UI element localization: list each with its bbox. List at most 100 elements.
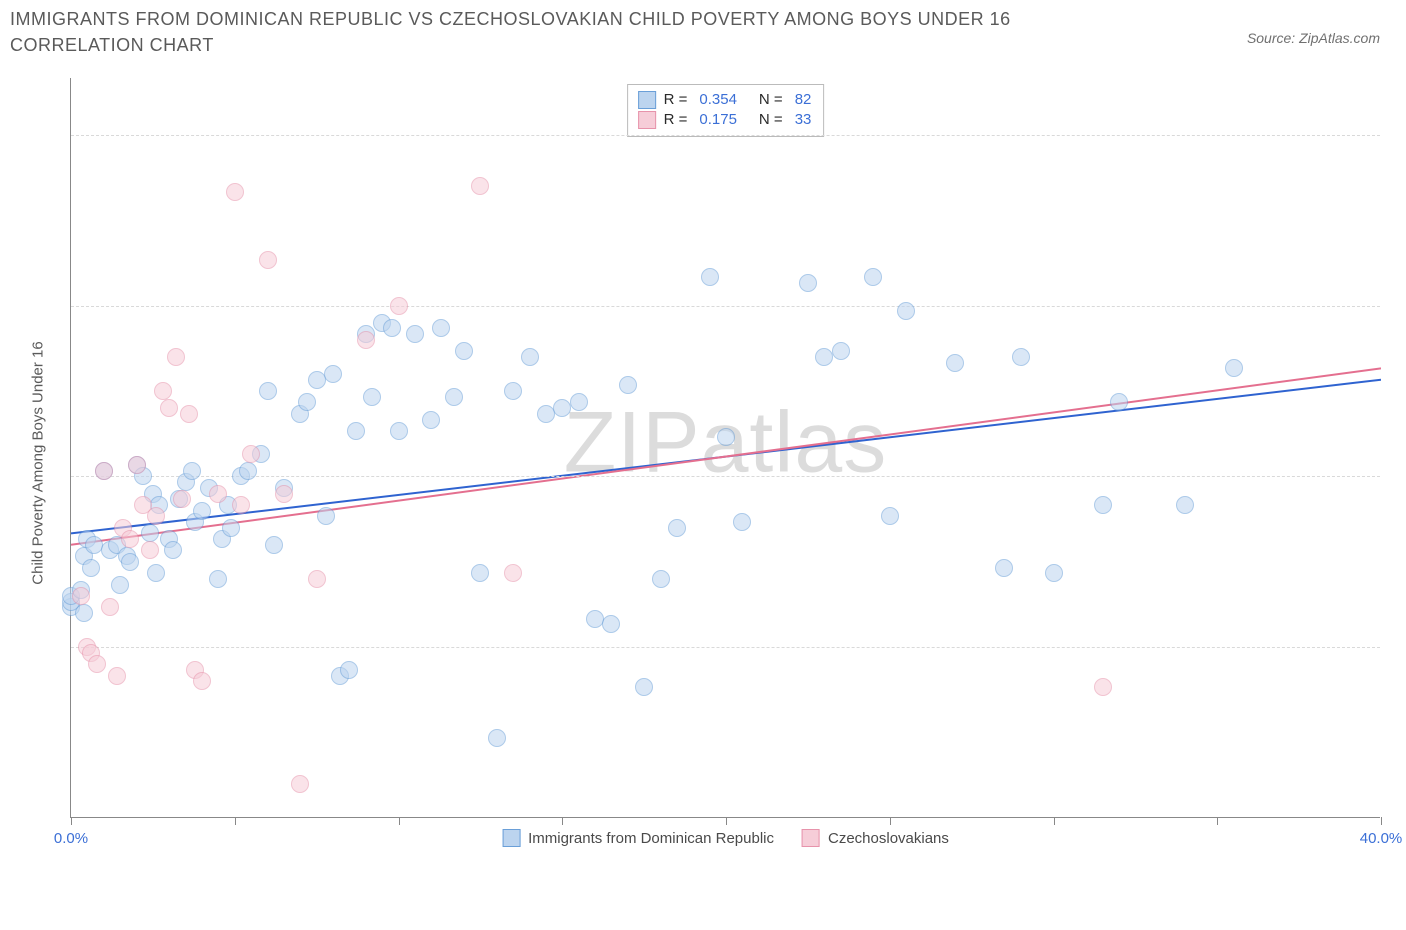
data-point-dominican	[946, 354, 964, 372]
data-point-dominican	[363, 388, 381, 406]
data-point-dominican	[183, 462, 201, 480]
source-attribution: Source: ZipAtlas.com	[1247, 30, 1380, 46]
data-point-czech	[226, 183, 244, 201]
data-point-dominican	[422, 411, 440, 429]
data-point-dominican	[701, 268, 719, 286]
data-point-czech	[147, 507, 165, 525]
x-tick	[890, 817, 891, 825]
data-point-dominican	[222, 519, 240, 537]
x-tick	[1054, 817, 1055, 825]
data-point-dominican	[141, 524, 159, 542]
data-point-dominican	[602, 615, 620, 633]
data-point-dominican	[471, 564, 489, 582]
data-point-czech	[88, 655, 106, 673]
y-axis-title: Child Poverty Among Boys Under 16	[30, 341, 47, 584]
data-point-czech	[121, 530, 139, 548]
data-point-dominican	[308, 371, 326, 389]
legend-label: Czechoslovakians	[828, 830, 949, 847]
data-point-dominican	[553, 399, 571, 417]
chart-header: IMMIGRANTS FROM DOMINICAN REPUBLIC VS CZ…	[10, 6, 1396, 66]
legend-swatch	[502, 829, 520, 847]
data-point-dominican	[1225, 359, 1243, 377]
data-point-dominican	[717, 428, 735, 446]
data-point-dominican	[815, 348, 833, 366]
data-point-czech	[160, 399, 178, 417]
x-tick	[399, 817, 400, 825]
data-point-czech	[357, 331, 375, 349]
data-point-dominican	[147, 564, 165, 582]
legend-swatch	[638, 91, 656, 109]
data-point-czech	[180, 405, 198, 423]
plot-region: ZIPatlas R =0.354N =82R =0.175N =33 Immi…	[70, 78, 1380, 818]
legend-swatch	[638, 111, 656, 129]
data-point-dominican	[85, 536, 103, 554]
data-point-czech	[275, 485, 293, 503]
legend-stat-row-czech: R = 0.175 N = 33	[638, 110, 812, 130]
data-point-dominican	[82, 559, 100, 577]
data-point-czech	[504, 564, 522, 582]
data-point-dominican	[881, 507, 899, 525]
data-point-dominican	[1176, 496, 1194, 514]
x-tick	[1217, 817, 1218, 825]
legend-item-czech: Czechoslovakians	[802, 829, 949, 847]
data-point-czech	[72, 587, 90, 605]
data-point-dominican	[340, 661, 358, 679]
x-tick	[71, 817, 72, 825]
data-point-dominican	[1110, 393, 1128, 411]
gridline	[71, 306, 1380, 307]
legend-r-value: 0.175	[699, 110, 737, 130]
y-tick-label: 15.0%	[1390, 639, 1406, 656]
data-point-dominican	[995, 559, 1013, 577]
legend-r-value: 0.354	[699, 90, 737, 110]
source-label: Source:	[1247, 30, 1295, 46]
data-point-dominican	[668, 519, 686, 537]
legend-series: Immigrants from Dominican RepublicCzecho…	[502, 829, 949, 847]
data-point-dominican	[75, 604, 93, 622]
x-tick	[726, 817, 727, 825]
data-point-czech	[308, 570, 326, 588]
x-tick-label: 0.0%	[54, 830, 88, 847]
data-point-dominican	[347, 422, 365, 440]
legend-n-label: N =	[759, 90, 783, 110]
data-point-dominican	[488, 729, 506, 747]
data-point-dominican	[317, 507, 335, 525]
legend-r-label: R =	[664, 110, 688, 130]
data-point-czech	[291, 775, 309, 793]
data-point-czech	[209, 485, 227, 503]
data-point-dominican	[432, 319, 450, 337]
data-point-dominican	[504, 382, 522, 400]
gridline	[71, 135, 1380, 136]
legend-swatch	[802, 829, 820, 847]
y-tick-label: 45.0%	[1390, 297, 1406, 314]
legend-stat-row-dominican: R =0.354N =82	[638, 90, 812, 110]
data-point-czech	[259, 251, 277, 269]
data-point-dominican	[111, 576, 129, 594]
data-point-czech	[128, 456, 146, 474]
data-point-dominican	[832, 342, 850, 360]
data-point-dominican	[406, 325, 424, 343]
data-point-dominican	[455, 342, 473, 360]
data-point-dominican	[1094, 496, 1112, 514]
legend-r-label: R =	[664, 90, 688, 110]
data-point-dominican	[1012, 348, 1030, 366]
data-point-dominican	[586, 610, 604, 628]
data-point-dominican	[259, 382, 277, 400]
y-tick-label: 30.0%	[1390, 468, 1406, 485]
data-point-czech	[101, 598, 119, 616]
data-point-dominican	[324, 365, 342, 383]
legend-n-value: 33	[795, 110, 812, 130]
data-point-dominican	[298, 393, 316, 411]
data-point-czech	[108, 667, 126, 685]
data-point-czech	[173, 490, 191, 508]
data-point-czech	[193, 672, 211, 690]
data-point-czech	[232, 496, 250, 514]
x-tick-label: 40.0%	[1360, 830, 1403, 847]
data-point-dominican	[864, 268, 882, 286]
legend-n-label: N =	[759, 110, 783, 130]
gridline	[71, 476, 1380, 477]
x-tick	[235, 817, 236, 825]
data-point-dominican	[619, 376, 637, 394]
chart-area: Child Poverty Among Boys Under 16 ZIPatl…	[40, 78, 1380, 848]
legend-stats: R =0.354N =82R =0.175N =33	[627, 84, 825, 137]
x-tick	[562, 817, 563, 825]
